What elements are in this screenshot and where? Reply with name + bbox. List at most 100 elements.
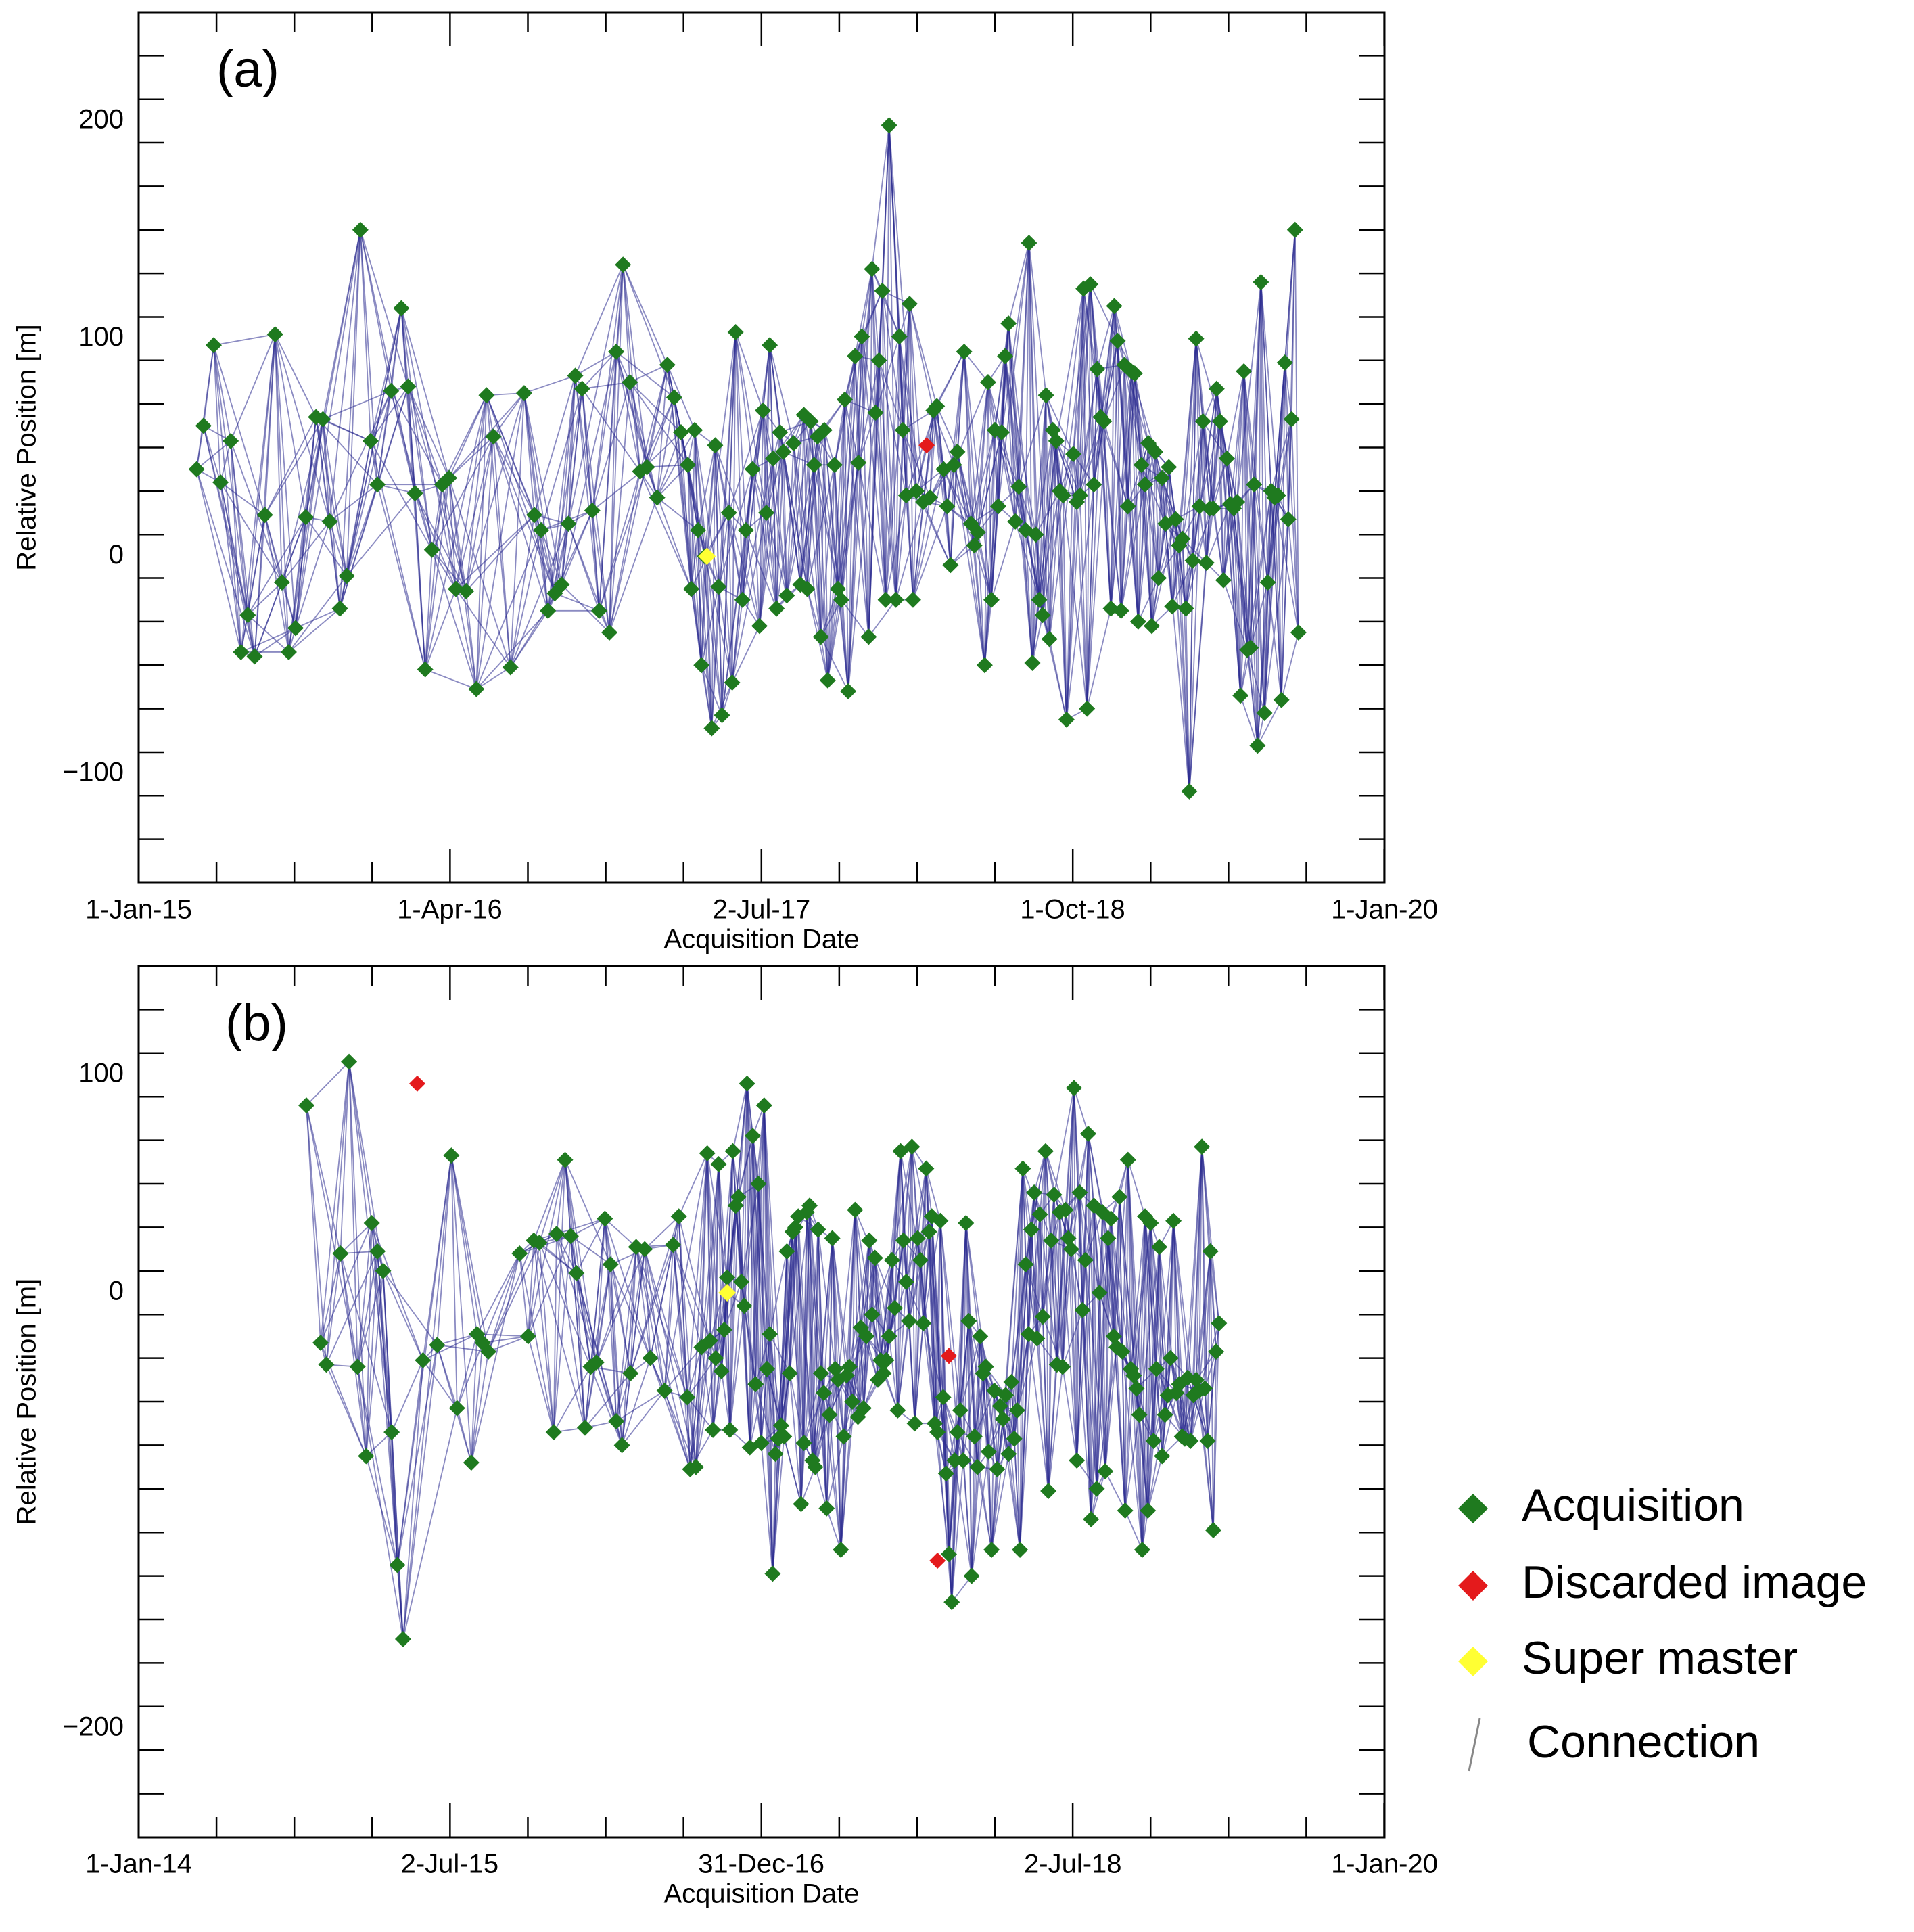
connection-line (281, 517, 306, 583)
connection-line (858, 269, 873, 463)
x-tick-label: 1-Jan-15 (85, 895, 192, 925)
connection-line (751, 410, 764, 469)
connection-line (1098, 1238, 1109, 1293)
connection-line (1192, 338, 1197, 561)
connection-line (1226, 371, 1245, 459)
acquisition-point (929, 1424, 946, 1441)
connection-line (1055, 288, 1085, 442)
acquisition-point (701, 1332, 718, 1349)
connection-line (718, 512, 730, 587)
connection-line (769, 1334, 776, 1454)
connection-line (220, 482, 283, 583)
connection-line (556, 1233, 597, 1363)
acquisition-point (854, 328, 870, 345)
connection-line (414, 492, 457, 589)
connection-line (456, 1408, 472, 1463)
connection-line (786, 415, 805, 596)
connection-line (1070, 1088, 1075, 1249)
connection-line (322, 418, 371, 442)
acquisition-point (989, 1460, 1006, 1477)
connection-line (615, 1373, 632, 1422)
acquisition-point (1194, 1138, 1211, 1155)
connection-line (1159, 1247, 1163, 1456)
connection-line (663, 1153, 708, 1392)
connection-line (448, 478, 457, 589)
connection-line (1121, 1351, 1126, 1511)
x-axis-title: Acquisition Date (663, 925, 859, 954)
connection-line (1079, 288, 1085, 496)
connection-line (274, 334, 296, 628)
connection-line (1104, 1471, 1126, 1511)
acquisition-point (533, 522, 550, 538)
connection-line (615, 1247, 637, 1422)
acquisition-point (223, 432, 239, 449)
connection-line (1017, 1168, 1024, 1410)
connection-line (621, 1247, 637, 1446)
y-tick-label: 100 (78, 322, 124, 352)
connection-line (576, 1272, 586, 1428)
connection-line (983, 430, 996, 666)
acquisition-point (1211, 1315, 1228, 1332)
connection-line (1151, 519, 1177, 626)
connection-line (488, 1240, 535, 1352)
acquisition-point (994, 1410, 1011, 1427)
connection-line (629, 364, 668, 383)
acquisition-point (963, 1567, 980, 1584)
panel-a: −100 0 100 200 1-Jan-15 1-Apr-16 2-Jul-17 1-Oct… (12, 11, 1438, 954)
connection-line (582, 351, 617, 390)
acquisition-point (821, 1406, 838, 1423)
connection-line (686, 1347, 703, 1398)
acquisition-point (727, 323, 744, 340)
connection-line (553, 1234, 557, 1433)
connection-line (591, 264, 624, 511)
acquisition-point (1181, 783, 1198, 800)
connection-line (678, 1153, 708, 1217)
connection-line (567, 375, 576, 524)
connection-line (701, 1153, 708, 1348)
connection-line (726, 1292, 731, 1430)
acquisition-point (733, 1273, 750, 1290)
connection-line (987, 382, 992, 600)
acquisition-point (929, 398, 946, 415)
connection-line (776, 432, 781, 609)
acquisition-point (205, 337, 222, 354)
connection-line (1004, 356, 1017, 522)
connection-line (475, 610, 548, 690)
connection-line (916, 1168, 927, 1239)
connection-line (973, 545, 992, 600)
acquisition-point (1154, 469, 1171, 486)
connection-line (422, 1155, 452, 1360)
acquisition-point (998, 1387, 1014, 1404)
connection-line (962, 1460, 973, 1576)
connection-line (492, 436, 511, 668)
connection-line (329, 521, 341, 609)
connection-line (987, 382, 999, 507)
connection-line (987, 1452, 992, 1550)
connection-line (630, 1247, 637, 1374)
connection-line (697, 530, 703, 666)
connection-line (644, 1249, 666, 1392)
acquisition-point (897, 1273, 914, 1290)
connection-line (1086, 284, 1092, 709)
acquisition-point (672, 423, 689, 440)
acquisition-point (799, 580, 816, 597)
connection-line (1250, 647, 1259, 746)
connection-line (281, 419, 324, 583)
connection-line (897, 1281, 907, 1410)
connection-line (769, 1334, 779, 1439)
connection-line (509, 515, 535, 668)
acquisition-point (362, 432, 379, 449)
connection-line (1209, 1251, 1214, 1530)
connection-line (564, 1159, 592, 1367)
acquisition-point (1102, 1210, 1119, 1227)
connection-line (759, 410, 764, 626)
acquisition-point (287, 620, 304, 637)
connection-line (752, 1136, 774, 1574)
connection-line (533, 1159, 566, 1241)
connection-line (1039, 1214, 1058, 1365)
acquisition-point (1089, 361, 1106, 377)
connection-line (963, 351, 989, 383)
acquisition-point (844, 1394, 861, 1410)
connection-line (639, 365, 668, 472)
acquisition-point (670, 1208, 687, 1225)
